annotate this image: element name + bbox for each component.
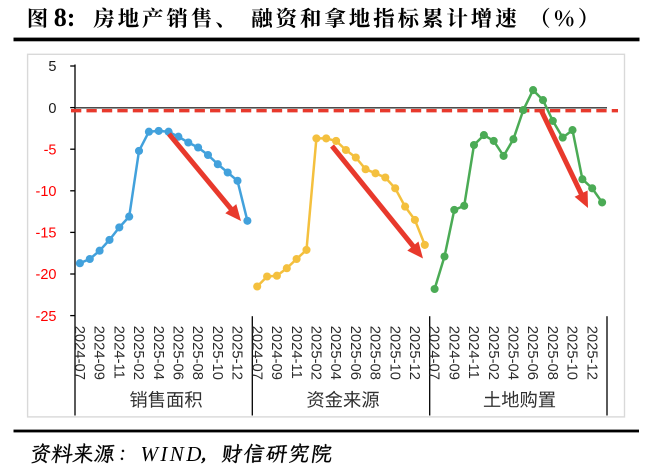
svg-text:2025-02: 2025-02: [485, 326, 501, 380]
svg-text:2024-07: 2024-07: [248, 326, 264, 380]
svg-text:2025-06: 2025-06: [524, 326, 540, 380]
svg-text:-5: -5: [44, 142, 57, 158]
svg-text:2025-10: 2025-10: [564, 326, 580, 380]
svg-text:2024-09: 2024-09: [91, 326, 107, 380]
svg-text:2025-06: 2025-06: [170, 326, 186, 380]
svg-text:2024-07: 2024-07: [426, 326, 442, 380]
svg-text:2025-12: 2025-12: [406, 326, 422, 380]
svg-text:2025-04: 2025-04: [505, 326, 521, 380]
svg-text:2024-09: 2024-09: [445, 326, 461, 380]
svg-text:-20: -20: [36, 267, 57, 283]
svg-text:2024-07: 2024-07: [71, 326, 87, 380]
svg-text:2024-09: 2024-09: [268, 326, 284, 380]
svg-text:2025-06: 2025-06: [347, 326, 363, 380]
svg-text:2024-11: 2024-11: [465, 326, 481, 379]
svg-text:2025-04: 2025-04: [327, 326, 343, 380]
svg-text:-10: -10: [36, 184, 57, 200]
svg-text:5: 5: [48, 59, 56, 75]
svg-text:2025-08: 2025-08: [189, 326, 205, 380]
svg-text:8:: 8:: [54, 3, 76, 32]
svg-text:-25: -25: [36, 309, 57, 325]
svg-text:2025-04: 2025-04: [150, 326, 166, 380]
svg-text:0: 0: [48, 101, 56, 117]
svg-text:-15: -15: [36, 226, 57, 242]
svg-text:2025-10: 2025-10: [209, 326, 225, 380]
svg-text:2025-08: 2025-08: [367, 326, 383, 380]
svg-text:2024-11: 2024-11: [288, 326, 304, 379]
svg-text:2024-11: 2024-11: [110, 326, 126, 379]
svg-text:2025-08: 2025-08: [544, 326, 560, 380]
svg-text:2025-12: 2025-12: [229, 326, 245, 380]
svg-text:2025-10: 2025-10: [386, 326, 402, 380]
svg-text:2025-12: 2025-12: [583, 326, 599, 380]
svg-text:WIND: WIND: [141, 442, 204, 466]
svg-text:2025-02: 2025-02: [130, 326, 146, 380]
svg-text:2025-02: 2025-02: [308, 326, 324, 380]
